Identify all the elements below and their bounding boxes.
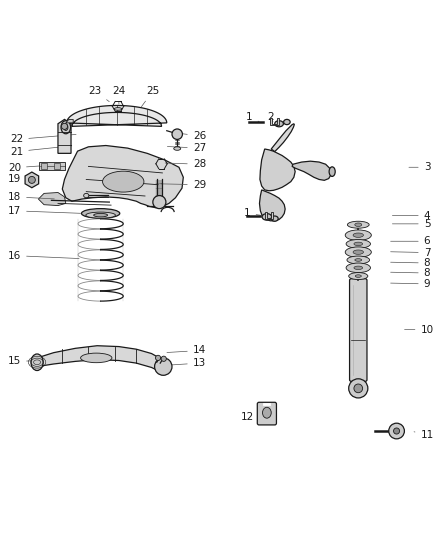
Ellipse shape: [81, 208, 120, 218]
Circle shape: [389, 423, 404, 439]
Ellipse shape: [102, 171, 144, 192]
Ellipse shape: [114, 108, 122, 110]
Text: 16: 16: [8, 251, 79, 261]
Text: 5: 5: [392, 219, 431, 229]
Circle shape: [28, 176, 35, 183]
Polygon shape: [66, 119, 73, 123]
Text: 9: 9: [391, 279, 431, 289]
Ellipse shape: [354, 242, 363, 246]
Text: 14: 14: [167, 345, 206, 356]
Text: 15: 15: [8, 357, 42, 366]
Ellipse shape: [353, 233, 364, 237]
Text: 8: 8: [391, 258, 431, 268]
Text: 20: 20: [8, 163, 50, 173]
Ellipse shape: [346, 263, 371, 272]
Text: 1: 1: [244, 208, 261, 219]
Text: 19: 19: [8, 174, 34, 184]
Ellipse shape: [346, 239, 371, 248]
Text: 1: 1: [246, 112, 259, 122]
Ellipse shape: [355, 259, 362, 261]
Text: 27: 27: [167, 143, 206, 153]
Ellipse shape: [275, 120, 283, 127]
Text: 8: 8: [391, 268, 431, 278]
Circle shape: [349, 379, 368, 398]
Circle shape: [172, 129, 183, 140]
Ellipse shape: [355, 275, 361, 277]
Ellipse shape: [94, 213, 108, 217]
Polygon shape: [62, 146, 184, 208]
Circle shape: [354, 384, 363, 393]
Polygon shape: [260, 149, 295, 191]
FancyBboxPatch shape: [350, 279, 367, 382]
Text: 7: 7: [391, 247, 431, 257]
Text: 2: 2: [267, 112, 274, 122]
Circle shape: [61, 123, 67, 130]
Polygon shape: [58, 119, 71, 154]
Text: 26: 26: [175, 131, 206, 141]
Ellipse shape: [271, 216, 278, 221]
Text: 10: 10: [405, 325, 434, 335]
Ellipse shape: [353, 250, 364, 254]
FancyBboxPatch shape: [257, 402, 276, 425]
Ellipse shape: [262, 214, 272, 220]
Text: 6: 6: [391, 236, 431, 246]
Circle shape: [155, 356, 161, 360]
Text: 4: 4: [392, 211, 431, 221]
Ellipse shape: [81, 353, 112, 362]
Text: 21: 21: [10, 146, 72, 157]
Text: 24: 24: [112, 86, 126, 104]
Text: 25: 25: [141, 86, 159, 107]
Text: 23: 23: [88, 86, 109, 102]
Polygon shape: [37, 346, 162, 373]
Text: 28: 28: [165, 159, 206, 169]
Polygon shape: [292, 161, 331, 180]
Circle shape: [155, 358, 172, 375]
Polygon shape: [270, 118, 279, 125]
Text: 12: 12: [240, 411, 263, 422]
Ellipse shape: [345, 230, 371, 240]
Ellipse shape: [174, 147, 181, 150]
Ellipse shape: [329, 167, 335, 176]
Text: 29: 29: [161, 180, 206, 190]
Polygon shape: [67, 106, 167, 126]
Ellipse shape: [355, 223, 362, 227]
Ellipse shape: [347, 221, 369, 228]
Circle shape: [153, 196, 166, 208]
Ellipse shape: [84, 193, 89, 198]
Ellipse shape: [31, 354, 43, 370]
Ellipse shape: [86, 212, 116, 218]
Circle shape: [393, 428, 399, 434]
FancyBboxPatch shape: [54, 163, 60, 168]
FancyBboxPatch shape: [39, 161, 65, 171]
Polygon shape: [25, 172, 39, 188]
Circle shape: [161, 356, 166, 361]
Text: 11: 11: [414, 430, 434, 440]
Polygon shape: [39, 192, 66, 206]
Ellipse shape: [354, 266, 363, 270]
Ellipse shape: [345, 247, 371, 257]
Text: 13: 13: [162, 358, 206, 368]
Ellipse shape: [262, 407, 271, 418]
Ellipse shape: [349, 272, 368, 279]
Text: 22: 22: [10, 134, 76, 144]
Polygon shape: [265, 212, 273, 219]
Ellipse shape: [61, 120, 71, 134]
FancyBboxPatch shape: [42, 163, 47, 168]
Polygon shape: [259, 190, 285, 221]
Polygon shape: [271, 124, 294, 151]
Ellipse shape: [347, 256, 370, 264]
Text: 18: 18: [8, 192, 54, 202]
Text: 17: 17: [8, 206, 81, 216]
Ellipse shape: [64, 124, 68, 131]
Ellipse shape: [284, 119, 290, 125]
Text: 3: 3: [409, 162, 431, 172]
